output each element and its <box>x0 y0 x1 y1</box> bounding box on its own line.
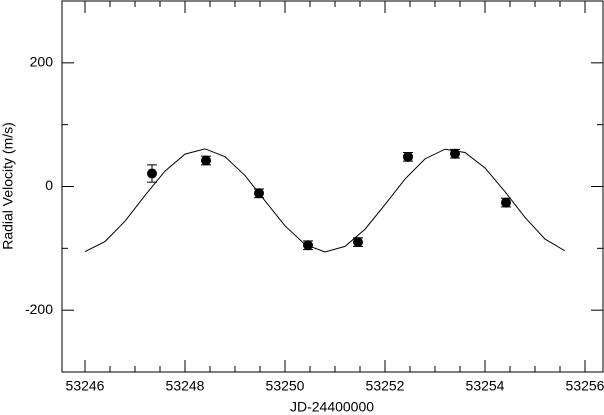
data-point <box>501 197 511 208</box>
x-tick-label: 53246 <box>66 378 105 394</box>
fit-curve <box>84 148 566 253</box>
y-tick-label: -200 <box>25 301 53 317</box>
x-tick-label: 53254 <box>466 378 505 394</box>
data-point <box>353 237 363 248</box>
x-tick-label: 53250 <box>266 378 305 394</box>
data-point <box>303 240 313 251</box>
data-point <box>201 155 211 166</box>
data-point <box>450 148 460 159</box>
x-tick-label: 53252 <box>366 378 405 394</box>
y-tick-label: 0 <box>45 177 53 193</box>
x-tick-label: 53248 <box>166 378 205 394</box>
x-axis-label: JD-24400000 <box>290 399 374 415</box>
x-tick-label: 53256 <box>566 378 604 394</box>
y-tick-label: 200 <box>30 54 54 70</box>
data-point <box>403 151 413 162</box>
plot-frame <box>61 0 604 373</box>
data-point <box>147 168 157 179</box>
y-axis-label: Radial Velocity (m/s) <box>0 122 16 250</box>
data-point <box>254 188 264 199</box>
